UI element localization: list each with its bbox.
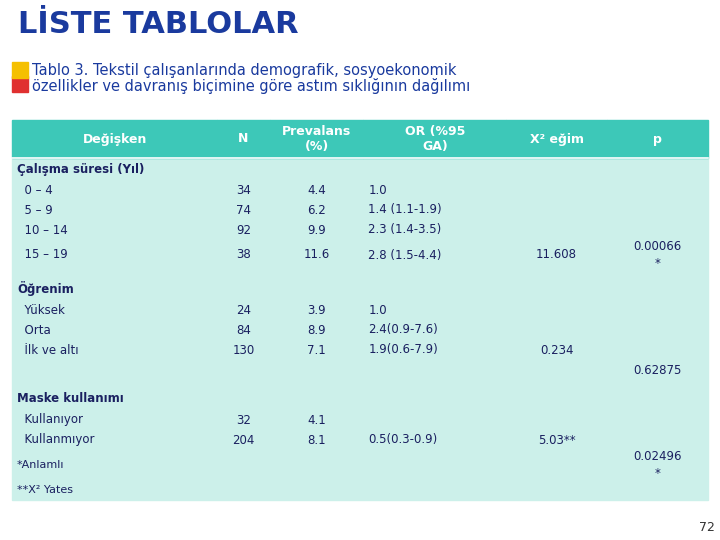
Text: 8.1: 8.1 xyxy=(307,434,326,447)
Text: p: p xyxy=(653,132,662,145)
Text: 74: 74 xyxy=(236,204,251,217)
Text: Çalışma süresi (Yıl): Çalışma süresi (Yıl) xyxy=(17,163,145,176)
Text: Kullanmıyor: Kullanmıyor xyxy=(17,434,94,447)
Bar xyxy=(12,158,708,500)
Text: 6.2: 6.2 xyxy=(307,204,326,217)
Text: 204: 204 xyxy=(233,434,255,447)
Text: **X² Yates: **X² Yates xyxy=(17,485,73,495)
Text: 2.8 (1.5-4.4): 2.8 (1.5-4.4) xyxy=(369,248,442,261)
Bar xyxy=(12,120,217,158)
Text: 3.9: 3.9 xyxy=(307,303,326,316)
Bar xyxy=(506,120,607,158)
Text: 0.02496
*: 0.02496 * xyxy=(634,450,682,480)
Text: özellikler ve davranış biçimine göre astım sıklığının dağılımı: özellikler ve davranış biçimine göre ast… xyxy=(32,78,470,94)
Text: 4.4: 4.4 xyxy=(307,184,326,197)
Text: 1.4 (1.1-1.9): 1.4 (1.1-1.9) xyxy=(369,204,442,217)
Text: Değişken: Değişken xyxy=(83,132,147,145)
Text: 0.62875: 0.62875 xyxy=(634,363,682,376)
Text: 1.9(0.6-7.9): 1.9(0.6-7.9) xyxy=(369,343,438,356)
Text: 9.9: 9.9 xyxy=(307,224,326,237)
Text: 2.3 (1.4-3.5): 2.3 (1.4-3.5) xyxy=(369,224,442,237)
Bar xyxy=(269,120,364,158)
Text: LİSTE TABLOLAR: LİSTE TABLOLAR xyxy=(18,10,299,39)
Text: 2.4(0.9-7.6): 2.4(0.9-7.6) xyxy=(369,323,438,336)
Text: Prevalans
(%): Prevalans (%) xyxy=(282,125,351,153)
Text: 84: 84 xyxy=(236,323,251,336)
Bar xyxy=(217,120,269,158)
Text: 8.9: 8.9 xyxy=(307,323,326,336)
Text: 130: 130 xyxy=(233,343,255,356)
Text: X² eğim: X² eğim xyxy=(530,132,584,145)
Text: İlk ve altı: İlk ve altı xyxy=(17,343,78,356)
Text: 5 – 9: 5 – 9 xyxy=(17,204,53,217)
Text: 1.0: 1.0 xyxy=(369,303,387,316)
Text: Öğrenim: Öğrenim xyxy=(17,281,73,296)
Text: 11.6: 11.6 xyxy=(303,248,330,261)
Text: 0.5(0.3-0.9): 0.5(0.3-0.9) xyxy=(369,434,438,447)
Text: 10 – 14: 10 – 14 xyxy=(17,224,68,237)
Text: 0.00066
*: 0.00066 * xyxy=(634,240,682,269)
Text: Tablo 3. Tekstil çalışanlarında demografik, sosyoekonomik: Tablo 3. Tekstil çalışanlarında demograf… xyxy=(32,63,456,78)
Text: *Anlamlı: *Anlamlı xyxy=(17,460,65,470)
Text: 15 – 19: 15 – 19 xyxy=(17,248,68,261)
Bar xyxy=(607,120,708,158)
Text: 38: 38 xyxy=(236,248,251,261)
Text: 32: 32 xyxy=(236,414,251,427)
Text: 11.608: 11.608 xyxy=(536,248,577,261)
Text: 7.1: 7.1 xyxy=(307,343,326,356)
Text: 1.0: 1.0 xyxy=(369,184,387,197)
Text: Maske kullanımı: Maske kullanımı xyxy=(17,393,124,406)
Text: 0 – 4: 0 – 4 xyxy=(17,184,53,197)
Bar xyxy=(12,62,28,78)
Text: 0.234: 0.234 xyxy=(540,343,573,356)
Bar xyxy=(12,76,28,92)
Text: OR (%95
GA): OR (%95 GA) xyxy=(405,125,465,153)
Text: N: N xyxy=(238,132,248,145)
Text: 4.1: 4.1 xyxy=(307,414,326,427)
Text: 34: 34 xyxy=(236,184,251,197)
Text: Yüksek: Yüksek xyxy=(17,303,65,316)
Text: Kullanıyor: Kullanıyor xyxy=(17,414,83,427)
Text: 72: 72 xyxy=(699,521,715,534)
Bar xyxy=(364,120,506,158)
Text: 5.03**: 5.03** xyxy=(538,434,575,447)
Text: 24: 24 xyxy=(236,303,251,316)
Text: Orta: Orta xyxy=(17,323,50,336)
Text: 92: 92 xyxy=(236,224,251,237)
